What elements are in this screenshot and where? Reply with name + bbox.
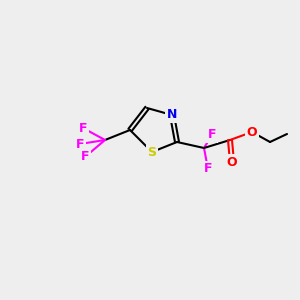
Text: O: O (247, 125, 257, 139)
Text: F: F (76, 137, 84, 151)
Text: O: O (227, 155, 237, 169)
Text: F: F (79, 122, 87, 134)
Text: F: F (81, 151, 89, 164)
Text: F: F (204, 163, 212, 176)
Text: S: S (148, 146, 157, 158)
Text: F: F (208, 128, 216, 142)
Text: N: N (167, 109, 177, 122)
